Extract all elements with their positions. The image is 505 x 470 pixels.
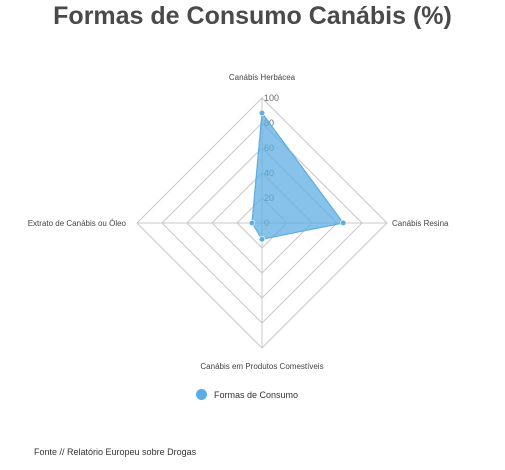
axis-label: Canábis Herbácea [229,73,296,82]
series-area [251,111,345,240]
legend-label: Formas de Consumo [214,389,299,400]
axis-label: Canábis Resina [392,219,449,228]
tick-label: 100 [264,93,279,103]
axis-label: Canábis em Produtos Comestíveis [200,362,323,371]
axis-label: Extrato de Canábis ou Óleo [28,219,127,228]
source-note: Fonte // Relatório Europeu sobre Drogas [34,447,197,457]
legend[interactable]: Formas de Consumo [196,389,298,400]
legend-marker [196,389,207,400]
data-point [258,109,266,117]
data-point [248,219,256,227]
radar-series [248,109,347,243]
chart-title: Formas de Consumo Canábis (%) [53,2,452,30]
data-point [340,219,347,227]
radar-axis-labels: Canábis Herbácea Canábis Resina Canábis em… [28,73,449,371]
data-point [258,236,266,243]
